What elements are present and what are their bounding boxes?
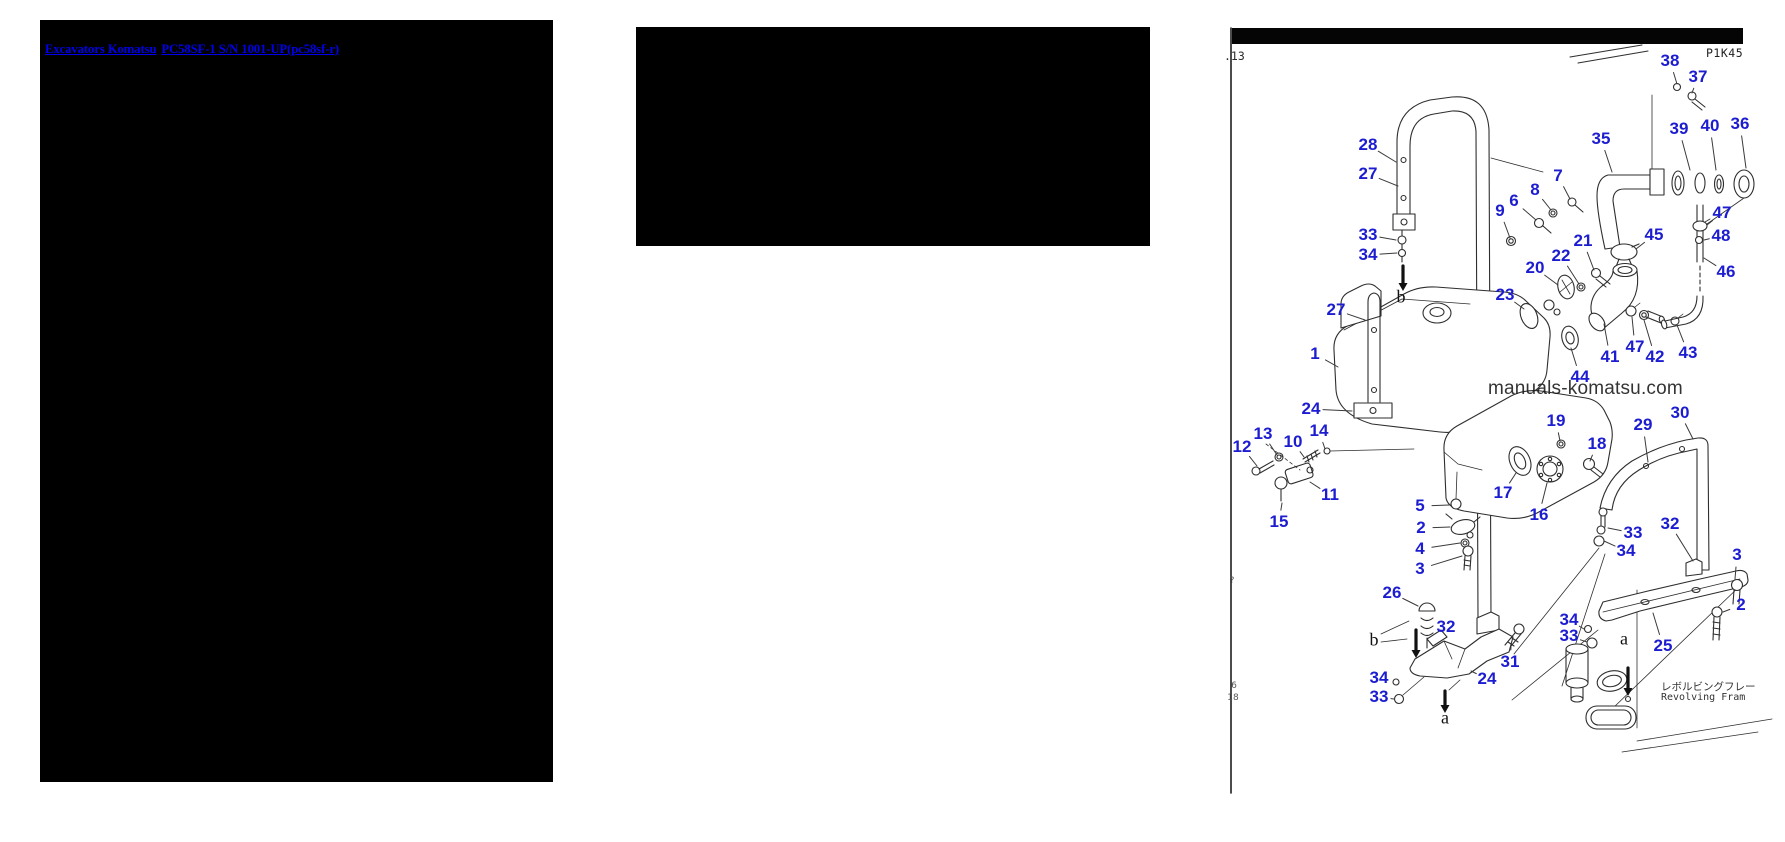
figure-code: P1K45: [1706, 46, 1744, 60]
view-marker-a: a: [1620, 628, 1628, 649]
part-callout-48: 48: [1711, 226, 1731, 245]
revolving-frame-label-jp: レボルビングフレー: [1661, 681, 1756, 693]
edge-fragment: 6: [1231, 681, 1237, 691]
part-callout-24: 24: [1477, 669, 1497, 688]
part-callout-18: 18: [1587, 434, 1607, 453]
part-callout-3: 3: [1732, 545, 1742, 564]
page-code-left: .13: [1224, 49, 1245, 63]
part-callout-38: 38: [1660, 51, 1680, 70]
breadcrumb-link-category[interactable]: Excavators Komatsu: [45, 42, 157, 56]
part-callout-14: 14: [1309, 421, 1329, 440]
breadcrumb-link-model[interactable]: PC58SF-1 S/N 1001-UP(pc58sf-r): [161, 42, 340, 56]
part-callout-47: 47: [1712, 203, 1732, 222]
part-callout-19: 19: [1546, 411, 1566, 430]
part-callout-11: 11: [1321, 485, 1339, 504]
part-callout-24: 24: [1301, 399, 1321, 418]
watermark: manuals-komatsu.com: [1488, 378, 1683, 399]
middle-content-panel: [636, 27, 1150, 246]
part-callout-33: 33: [1358, 225, 1378, 244]
part-callout-7: 7: [1553, 166, 1563, 185]
part-callout-36: 36: [1730, 114, 1750, 133]
view-marker-a: a: [1441, 707, 1449, 728]
part-callout-23: 23: [1495, 285, 1515, 304]
insert-direction-arrows: [1398, 264, 1633, 713]
part-callout-33: 33: [1559, 626, 1579, 645]
part-callout-8: 8: [1530, 180, 1540, 199]
part-callout-41: 41: [1600, 347, 1620, 366]
bottom-bracket: [1380, 602, 1525, 705]
part-callout-5: 5: [1415, 496, 1425, 515]
view-marker-b: b: [1396, 286, 1406, 307]
left-content-panel: Excavators Komatsu PC58SF-1 S/N 1001-UP(p…: [40, 20, 553, 782]
part-callout-44: 44: [1570, 367, 1590, 386]
part-callout-42: 42: [1645, 347, 1665, 366]
part-callout-4: 4: [1415, 539, 1425, 558]
revolving-frame: [1511, 558, 1773, 753]
part-callout-12: 12: [1232, 437, 1252, 456]
part-callout-45: 45: [1644, 225, 1664, 244]
part-callout-15: 15: [1269, 512, 1289, 531]
part-callout-9: 9: [1495, 201, 1505, 220]
part-callout-26: 26: [1382, 583, 1402, 602]
part-callout-28: 28: [1358, 135, 1378, 154]
part-callout-46: 46: [1716, 262, 1736, 281]
part-callout-37: 37: [1688, 67, 1708, 86]
filler-pipe-assembly: [1505, 82, 1755, 351]
part-callout-6: 6: [1509, 191, 1519, 210]
part-callout-10: 10: [1283, 432, 1303, 451]
part-callout-31: 31: [1500, 652, 1520, 671]
part-callout-16: 16: [1529, 505, 1549, 524]
drain-valve-parts: [1445, 498, 1481, 571]
left-valve-parts: [1251, 443, 1331, 502]
edge-fragment: ?: [1229, 576, 1235, 586]
part-callout-13: 13: [1253, 424, 1273, 443]
part-callout-34: 34: [1358, 245, 1378, 264]
revolving-frame-label-en: Revolving Fram: [1661, 692, 1746, 703]
part-callout-32: 32: [1660, 514, 1680, 533]
part-callout-29: 29: [1633, 415, 1653, 434]
part-callout-20: 20: [1525, 258, 1545, 277]
frame-lines: [1230, 27, 1743, 794]
part-callout-25: 25: [1653, 636, 1673, 655]
part-callout-34: 34: [1369, 668, 1389, 687]
part-callout-35: 35: [1591, 129, 1611, 148]
part-callout-17: 17: [1493, 483, 1513, 502]
part-callout-22: 22: [1551, 246, 1571, 265]
part-callout-34: 34: [1616, 541, 1636, 560]
part-callout-2: 2: [1736, 595, 1746, 614]
part-callout-33: 33: [1369, 687, 1389, 706]
diagram-top-bar: [1232, 28, 1743, 44]
part-callout-32: 32: [1436, 617, 1456, 636]
view-marker-b: b: [1369, 629, 1379, 650]
part-callout-1: 1: [1310, 344, 1320, 363]
leader-lines: [1248, 71, 1747, 700]
edge-fragment: 18: [1227, 693, 1239, 703]
part-callout-30: 30: [1670, 403, 1690, 422]
part-callout-47: 47: [1625, 337, 1645, 356]
part-callout-21: 21: [1573, 231, 1593, 250]
part-callout-27: 27: [1358, 164, 1378, 183]
part-callout-27: 27: [1326, 300, 1346, 319]
part-callout-40: 40: [1700, 116, 1720, 135]
part-callout-3: 3: [1415, 559, 1425, 578]
breadcrumb: Excavators Komatsu PC58SF-1 S/N 1001-UP(p…: [45, 40, 344, 58]
part-callout-33: 33: [1623, 523, 1643, 542]
part-callout-2: 2: [1416, 518, 1426, 537]
filler-cap: [1422, 302, 1452, 324]
part-callout-34: 34: [1559, 610, 1579, 629]
part-callout-39: 39: [1669, 119, 1689, 138]
part-callout-43: 43: [1678, 343, 1698, 362]
fuel-tank: [1329, 283, 1613, 519]
